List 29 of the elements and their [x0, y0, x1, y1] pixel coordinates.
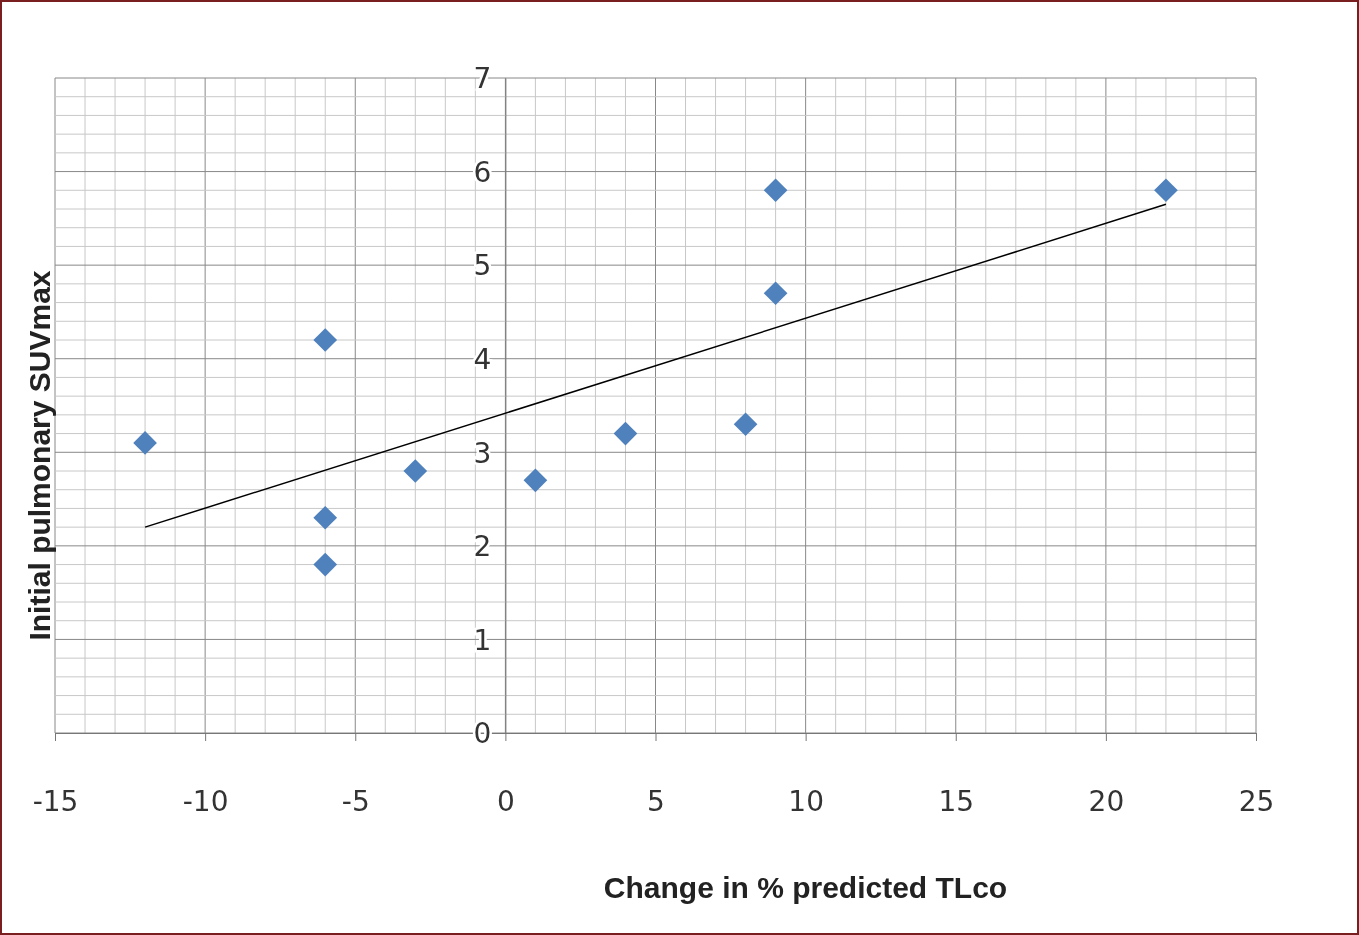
point	[733, 412, 758, 437]
point	[763, 281, 788, 306]
x-tick-label: 25	[1238, 784, 1275, 818]
x-tick-label: 10	[788, 784, 824, 818]
y-tick-label: 4	[473, 343, 492, 377]
x-tick-label: -15	[32, 784, 79, 818]
point	[763, 178, 788, 203]
point	[613, 421, 638, 446]
x-tick-label: -10	[182, 784, 229, 818]
point	[313, 552, 338, 577]
y-tick-label: 5	[473, 249, 492, 283]
y-tick-label: 6	[473, 155, 492, 189]
x-tick-label: 20	[1088, 784, 1125, 818]
point	[403, 459, 428, 483]
x-tick-label: 0	[496, 784, 515, 818]
y-axis-title: Initial pulmonary SUVmax	[23, 270, 56, 641]
point	[1154, 178, 1178, 203]
y-tick-label: 2	[473, 530, 492, 564]
point	[523, 468, 548, 493]
y-tick-label: 3	[473, 436, 492, 470]
y-tick-label: 7	[473, 62, 492, 96]
y-tick-label: 1	[473, 623, 492, 657]
x-axis-title: Change in % predicted TLco	[603, 871, 1008, 904]
point	[133, 431, 157, 455]
x-tick-label: -5	[341, 784, 370, 818]
x-tick-label: 15	[938, 784, 975, 818]
point	[313, 328, 338, 352]
point	[313, 505, 338, 530]
x-tick-label: 5	[647, 784, 665, 818]
